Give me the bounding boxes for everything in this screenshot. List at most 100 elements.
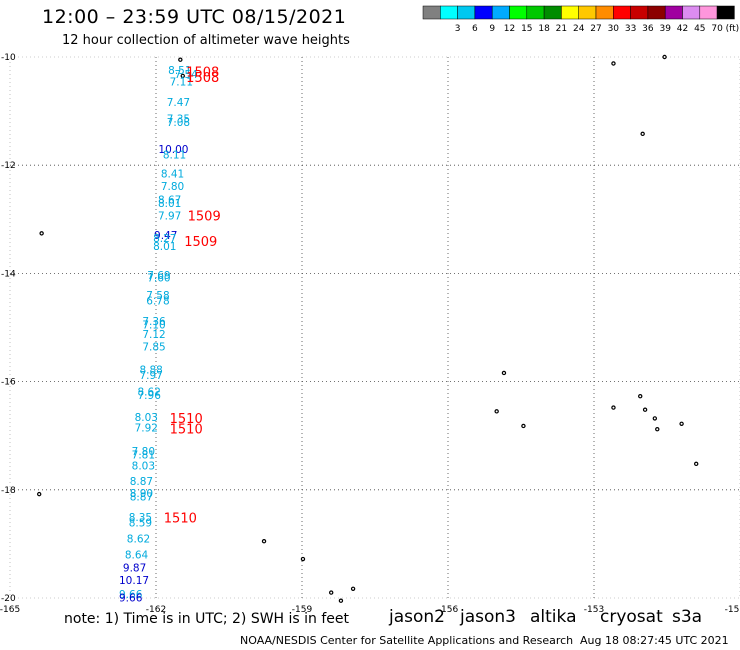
legend-swatch: [509, 5, 528, 20]
wave-height-value: 8.41: [161, 168, 184, 180]
island-outline: [679, 421, 684, 426]
legend-label: 45: [694, 24, 705, 34]
legend-swatch: [630, 5, 649, 20]
wave-height-value: 8.01: [153, 241, 176, 253]
island-outline: [350, 586, 356, 592]
lat-tick-label: -14: [1, 269, 16, 279]
island-outline: [329, 590, 334, 595]
legend-swatch: [543, 5, 562, 20]
wave-height-value: 9.87: [123, 563, 146, 575]
wave-height-value: 8.88: [139, 365, 162, 377]
legend-label: 33: [625, 24, 636, 34]
wave-height-value: 7.97: [139, 370, 162, 382]
island-outline: [39, 231, 44, 236]
wave-height-value: 8.87: [130, 476, 153, 488]
wave-height-value: 7.08: [167, 117, 190, 129]
storm-id-label: 1510: [170, 423, 203, 438]
legend-swatch: [526, 5, 545, 20]
legend-swatch: [647, 5, 666, 20]
lon-tick-label: -162: [146, 605, 166, 615]
lon-tick-label: -153: [584, 605, 604, 615]
island-outline: [178, 57, 183, 62]
wave-height-value: 7.96: [138, 390, 162, 402]
wave-height-value: 8.01: [158, 198, 181, 210]
satellite-jason2: jason2: [389, 607, 445, 627]
legend-swatch: [491, 5, 510, 20]
wave-height-value: 8.59: [129, 517, 152, 529]
wave-height-value: 7.10: [142, 319, 165, 331]
wave-height-value: 9.47: [154, 230, 177, 242]
wave-height-value: 8.67: [158, 194, 181, 206]
lon-tick-label: -159: [292, 605, 313, 615]
generation-timestamp: Aug 18 08:27:45 UTC 2021: [580, 634, 729, 647]
wave-height-value: 8.62: [138, 386, 161, 398]
wave-height-value: 8.90: [130, 488, 153, 500]
wave-height-value: 7.92: [135, 423, 158, 435]
wave-height-value: 7.36: [142, 316, 166, 328]
legend-label: 15: [521, 24, 532, 34]
wave-height-value: 7.60: [147, 273, 170, 285]
legend-label: 42: [677, 24, 688, 34]
wave-height-value: 7.11: [170, 76, 193, 88]
lat-tick-label: -20: [1, 594, 16, 604]
wave-height-value: 7.58: [146, 290, 169, 302]
lat-tick-label: -16: [1, 378, 16, 388]
legend-swatch: [682, 5, 701, 20]
wave-height-value: 8.03: [132, 460, 155, 472]
wave-height-value: 8.11: [163, 149, 186, 161]
storm-id-label: 1509: [188, 210, 221, 225]
axis-tick-labels: -10 -12 -14 -16 -18 -20-165 -162 -159 -156 -153 -1…: [0, 53, 739, 615]
legend-swatch: [422, 5, 441, 20]
legend-swatch: [595, 5, 614, 20]
island-outline: [662, 54, 667, 60]
island-outline: [37, 491, 42, 497]
lat-tick-label: -18: [1, 486, 16, 496]
legend-swatch: [613, 5, 631, 20]
color-legend: 3 6 9 12 15 18 21 24 27 30 33 36 39 42 45 70 (ft): [422, 5, 740, 34]
island-outline: [261, 538, 267, 544]
storm-id-label: 1509: [184, 235, 217, 250]
legend-swatch: [440, 5, 458, 20]
storm-id-label: 1508: [186, 71, 219, 86]
satellite-altika: altika: [530, 607, 577, 627]
credit-line: NOAA/NESDIS Center for Satellite Applica…: [240, 634, 574, 647]
wave-height-value: 7.54: [174, 69, 198, 81]
wave-height-value: 7.12: [142, 329, 165, 341]
island-outline: [501, 370, 507, 376]
legend-label: 36: [642, 24, 654, 34]
lat-tick-label: -12: [1, 161, 16, 171]
lon-tick-label: -15: [725, 605, 740, 615]
legend-swatch: [664, 5, 683, 20]
wave-height-value: 10.00: [158, 144, 188, 156]
legend-swatch: [561, 5, 579, 20]
wave-height-value: 7.47: [167, 97, 190, 109]
island-outline: [180, 73, 185, 79]
legend-swatch: [457, 5, 476, 20]
legend-label: 70: [711, 24, 723, 34]
wave-height-value: 8.64: [125, 550, 149, 562]
legend-label: 6: [472, 24, 478, 34]
satellite-cryosat: cryosat: [600, 607, 663, 627]
island-outline: [638, 394, 643, 399]
legend-label: 3: [455, 24, 461, 34]
wave-height-value: 7.80: [161, 181, 184, 193]
legend-label: 18: [538, 24, 550, 34]
island-outline: [611, 405, 616, 410]
lon-tick-label: -156: [438, 605, 459, 615]
wave-height-value: 8.62: [127, 533, 150, 545]
legend-label: 12: [504, 24, 515, 34]
legend-label: (ft): [726, 24, 740, 34]
island-outline: [300, 556, 306, 562]
legend-label: 24: [573, 24, 585, 34]
map-title: 12:00 – 23:59 UTC 08/15/2021: [42, 6, 347, 28]
satellite-s3a: s3a: [672, 607, 703, 627]
map-subtitle: 12 hour collection of altimeter wave hei…: [62, 33, 350, 48]
wave-height-value: 7.85: [142, 341, 165, 353]
legend-swatch: [474, 5, 493, 20]
wave-height-value: 8.51: [168, 65, 191, 77]
wave-height-value: 7.97: [158, 211, 181, 223]
wave-height-value: 9.66: [119, 592, 143, 604]
island-outline: [338, 598, 344, 603]
